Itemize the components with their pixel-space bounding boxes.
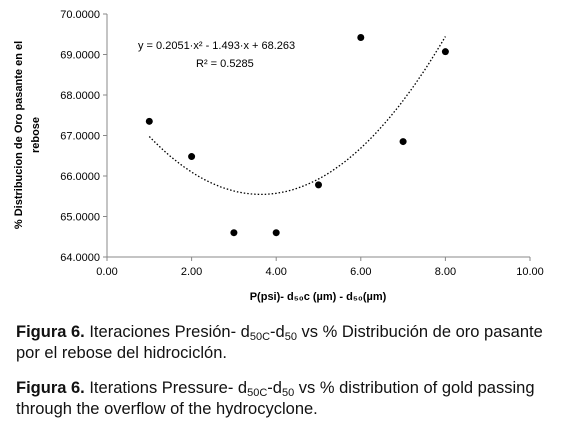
- trendline-equation: y = 0.2051·x² - 1.493·x + 68.263: [138, 40, 295, 52]
- caption-en-label: Figura 6.: [16, 379, 85, 397]
- figure-caption-spanish: Figura 6. Iteraciones Presión- d50C-d50 …: [16, 322, 556, 364]
- caption-es-sub2: 50: [284, 331, 297, 343]
- x-tick-label: 4.00: [265, 266, 286, 278]
- trendline-curve: [148, 36, 446, 196]
- data-point: [441, 48, 449, 56]
- y-axis-label-line1: % Distribucion de Oro pasante en el: [13, 41, 25, 229]
- data-point: [272, 229, 280, 237]
- y-tick-label: 65.0000: [60, 212, 100, 224]
- data-point: [230, 229, 238, 237]
- x-axis-label: P(psi)- d₅₀c (µm) - d₅₀(µm): [250, 291, 387, 303]
- x-tick-label: 6.00: [350, 266, 371, 278]
- trendline: [148, 36, 446, 196]
- x-tick-label: 10.00: [516, 266, 544, 278]
- caption-es-part1: Iteraciones Presión- d: [84, 323, 250, 341]
- y-tick-label: 66.0000: [60, 171, 100, 183]
- caption-es-part2: -d: [270, 323, 285, 341]
- chart-svg: 0.00 2.00 4.00 6.00 8.00 10.00 64.0000 65.0000 6…: [13, 9, 544, 303]
- y-tick-label: 70.0000: [60, 9, 100, 21]
- caption-en-part3: vs % distribution of gold passing throug…: [16, 379, 535, 418]
- caption-en-part2: -d: [267, 379, 282, 397]
- x-tick-label: 0.00: [96, 266, 117, 278]
- ticks: 0.00 2.00 4.00 6.00 8.00 10.00 64.0000 65.0000 6…: [60, 9, 544, 278]
- x-tick-label: 2.00: [181, 266, 202, 278]
- data-point: [145, 117, 153, 125]
- caption-en-sub2: 50: [281, 387, 295, 399]
- data-point: [315, 181, 322, 189]
- chart: 0.00 2.00 4.00 6.00 8.00 10.00 64.0000 65.0000 6…: [13, 9, 544, 303]
- y-tick-label: 68.0000: [60, 90, 100, 102]
- data-point: [188, 153, 196, 161]
- y-tick-label: 64.0000: [60, 252, 100, 264]
- y-tick-label: 69.0000: [60, 50, 100, 62]
- caption-es-sub1: 50C: [249, 331, 271, 343]
- caption-es-part3: vs % Distribución de oro pasante por el …: [16, 323, 543, 362]
- caption-en-part1: Iterations Pressure- d: [84, 379, 248, 397]
- figure-caption-english: Figura 6. Iterations Pressure- d50C-d50 …: [16, 378, 556, 420]
- x-tick-label: 8.00: [435, 266, 456, 278]
- data-point: [399, 138, 407, 146]
- trendline-r-squared: R² = 0.5285: [196, 58, 254, 70]
- caption-es-label: Figura 6.: [16, 323, 85, 341]
- y-axis-label-line2: rebose: [30, 117, 42, 153]
- data-points: [145, 33, 449, 237]
- y-tick-label: 67.0000: [60, 131, 100, 143]
- data-point: [357, 33, 365, 41]
- caption-en-sub1: 50C: [247, 387, 268, 399]
